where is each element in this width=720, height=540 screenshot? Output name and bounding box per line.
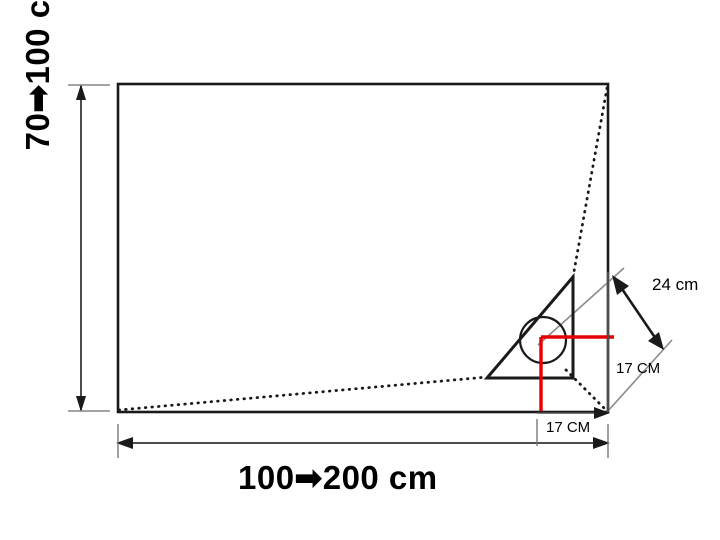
dotted-line-top-right-to-apex [571,86,609,279]
height-dimension-arrow-bottom [76,396,86,412]
corner-triangle [483,272,575,380]
diagonal-arrow-head-lower [648,332,664,350]
bottom-segment-arrow-right [594,407,610,419]
bottom-segment-dimension-label: 17 CM [546,419,591,436]
width-dimension-label: 100➡200 cm [238,459,438,496]
guide-line-lower [606,339,673,413]
diagonal-dimension-line [616,282,660,343]
width-dimension-arrow-right [593,437,610,449]
width-dimension-arrow-left [116,437,133,449]
diagonal-dimension-label: 24 cm [652,275,699,294]
drain-circle [518,315,568,365]
diagonal-arrow-head-upper [612,275,629,295]
panel-outline [116,82,610,414]
right-vertical-dimension-label: 17 CM [616,360,661,377]
height-dimension-label: 70➡100 cm [19,0,56,151]
dotted-line-triangle-to-bottom-right [564,368,608,412]
guide-line-upper [537,267,625,346]
height-dimension-arrow-top [76,84,86,100]
dotted-line-bottom-left-to-triangle [117,375,489,412]
